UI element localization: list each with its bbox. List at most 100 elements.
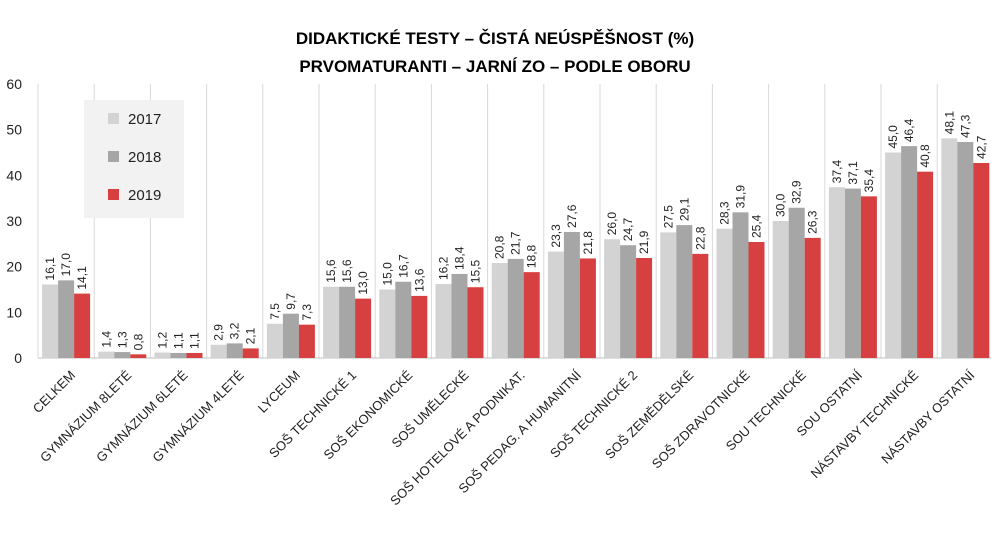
bar: [467, 287, 484, 358]
data-label: 14,1: [75, 266, 89, 290]
bar: [828, 187, 845, 358]
legend-label: 2019: [128, 187, 161, 204]
x-tick-label: SOŠ ZDRAVOTNICKÉ: [649, 367, 753, 471]
chart-title: DIDAKTICKÉ TESTY – ČISTÁ NEÚSPĚŠNOST (%): [296, 29, 694, 48]
bar: [170, 352, 187, 358]
data-label: 48,1: [942, 111, 956, 135]
data-label: 26,0: [605, 212, 619, 236]
data-labels: 16,1 1,4 1,2 2,9 7,5 15,6 15,0 16,2 20,8 23,3 26,0…: [43, 111, 988, 351]
data-label: 40,8: [918, 144, 932, 168]
bar: [58, 280, 75, 358]
x-tick-label: GYMNÁZIUM 4LETÉ: [149, 367, 247, 465]
data-label: 22,8: [693, 226, 707, 250]
bar: [772, 221, 789, 358]
data-label: 37,4: [830, 160, 844, 184]
bar: [917, 171, 934, 358]
bar: [716, 228, 733, 358]
bar: [98, 351, 115, 358]
y-tick-label: 60: [6, 76, 22, 92]
bar: [282, 313, 299, 358]
bar: [957, 141, 974, 358]
data-label: 16,2: [437, 256, 451, 280]
data-label: 18,8: [525, 244, 539, 268]
bar: [395, 281, 412, 358]
bar: [74, 293, 91, 358]
bar: [901, 146, 918, 358]
data-label: 37,1: [846, 161, 860, 185]
data-label: 30,0: [774, 193, 788, 217]
data-label: 9,7: [284, 293, 298, 310]
data-label: 21,9: [637, 230, 651, 254]
data-label: 27,6: [565, 204, 579, 228]
data-label: 7,5: [268, 303, 282, 320]
data-label: 42,7: [974, 135, 988, 159]
bar: [676, 225, 693, 358]
data-label: 46,4: [902, 118, 916, 142]
bar: [186, 352, 203, 358]
bar: [547, 251, 564, 358]
bar: [579, 258, 596, 358]
data-label: 15,0: [380, 262, 394, 286]
data-label: 2,1: [244, 327, 258, 344]
legend-label: 2018: [128, 149, 161, 166]
bar: [660, 232, 677, 358]
legend-swatch: [108, 189, 119, 200]
bar: [298, 324, 315, 358]
x-tick-label: LYCEUM: [255, 368, 303, 416]
bar: [42, 284, 59, 358]
data-label: 28,3: [718, 201, 732, 225]
y-tick-label: 20: [6, 259, 22, 275]
data-label: 0,8: [131, 333, 145, 350]
data-label: 15,6: [324, 259, 338, 283]
x-tick-label: NÁSTAVBY TECHNICKÉ: [808, 367, 922, 481]
bar: [941, 138, 958, 358]
y-tick-label: 50: [6, 122, 22, 138]
data-label: 1,4: [99, 331, 113, 348]
data-label: 32,9: [790, 180, 804, 204]
bar: [973, 163, 990, 358]
bar: [210, 344, 227, 358]
data-label: 47,3: [958, 114, 972, 138]
bar: [788, 207, 805, 358]
data-label: 7,3: [300, 304, 314, 321]
bar: [266, 323, 283, 358]
bar: [435, 284, 452, 358]
bar: [523, 272, 540, 358]
data-label: 18,4: [453, 246, 467, 270]
data-label: 15,5: [469, 260, 483, 284]
y-tick-label: 0: [14, 350, 22, 366]
bar: [563, 231, 580, 358]
data-label: 21,7: [509, 231, 523, 255]
data-label: 1,2: [156, 332, 170, 349]
bar: [226, 343, 243, 358]
y-axis: 0 10 20 30 40 50 60: [6, 76, 22, 366]
legend: 2017 2018 2019: [84, 100, 184, 218]
data-label: 1,3: [115, 331, 129, 348]
legend-label: 2017: [128, 111, 161, 128]
data-label: 31,9: [734, 185, 748, 209]
data-label: 35,4: [862, 169, 876, 193]
bar: [154, 352, 171, 358]
y-tick-label: 10: [6, 304, 22, 320]
x-tick-label: NÁSTAVBY OSTATNÍ: [878, 367, 977, 466]
bar: [620, 245, 637, 358]
data-label: 21,8: [581, 231, 595, 255]
data-label: 26,3: [806, 210, 820, 234]
bar: [379, 289, 396, 358]
bar: [844, 188, 861, 358]
data-label: 2,9: [212, 324, 226, 341]
bar: [491, 263, 508, 358]
data-label: 25,4: [750, 214, 764, 238]
bar: [885, 152, 902, 358]
bar: [411, 295, 428, 358]
bar: [130, 354, 147, 358]
data-label: 16,1: [43, 257, 57, 281]
data-label: 17,0: [59, 253, 73, 277]
data-label: 23,3: [549, 224, 563, 248]
bar: [748, 242, 765, 358]
bar: [860, 196, 877, 358]
bar: [507, 258, 524, 358]
data-label: 24,7: [621, 218, 635, 242]
data-label: 1,1: [188, 332, 202, 349]
